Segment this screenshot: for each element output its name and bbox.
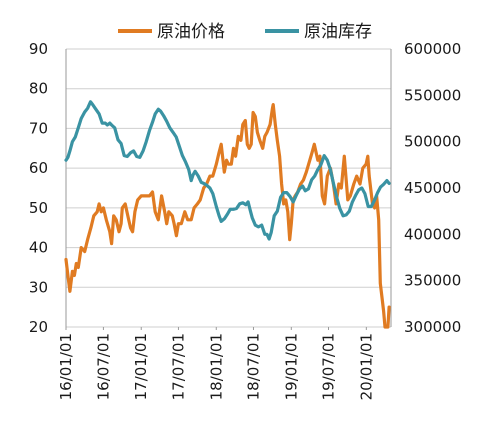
x-tick-label: 16/07/01	[94, 333, 112, 400]
right-tick-label: 450000	[404, 179, 461, 197]
legend-label-oil-price: 原油价格	[157, 22, 225, 42]
x-tick-label: 17/01/01	[132, 333, 150, 400]
left-tick-label: 60	[29, 159, 48, 177]
x-tick-label: 17/07/01	[169, 333, 187, 400]
left-tick-label: 70	[29, 119, 48, 137]
left-tick-label: 30	[29, 278, 48, 296]
legend: 原油价格 原油库存	[118, 22, 372, 42]
left-tick-label: 40	[29, 239, 48, 257]
x-axis-tick-labels: 16/01/01 16/07/01 17/01/01 17/07/01 18/01/01…	[57, 327, 375, 400]
x-tick-label: 20/01/01	[357, 333, 375, 400]
left-tick-label: 90	[29, 40, 48, 58]
oil-inventory-line	[64, 100, 391, 241]
x-tick-label: 16/01/01	[57, 333, 75, 400]
gridlines	[66, 48, 391, 328]
left-tick-label: 20	[29, 318, 48, 336]
right-tick-label: 300000	[404, 318, 461, 336]
right-tick-label: 350000	[404, 272, 461, 290]
left-tick-label: 80	[29, 80, 48, 98]
left-axis-tick-labels: 20 30 40 50 60 70 80 90	[29, 40, 48, 336]
right-axis-tick-labels: 300000 350000 400000 450000 500000 550000 6000…	[404, 40, 461, 336]
right-tick-label: 600000	[404, 40, 461, 58]
axes	[65, 49, 392, 327]
series-lines	[64, 100, 391, 329]
x-tick-label: 19/01/01	[282, 333, 300, 400]
right-tick-label: 550000	[404, 86, 461, 104]
right-tick-label: 400000	[404, 225, 461, 243]
legend-label-oil-inventory: 原油库存	[304, 22, 372, 42]
x-tick-label: 18/01/01	[207, 333, 225, 400]
oil-price-line	[64, 103, 391, 329]
x-tick-label: 19/07/01	[320, 333, 338, 400]
x-tick-label: 18/07/01	[244, 333, 262, 400]
left-tick-label: 50	[29, 199, 48, 217]
right-tick-label: 500000	[404, 133, 461, 151]
